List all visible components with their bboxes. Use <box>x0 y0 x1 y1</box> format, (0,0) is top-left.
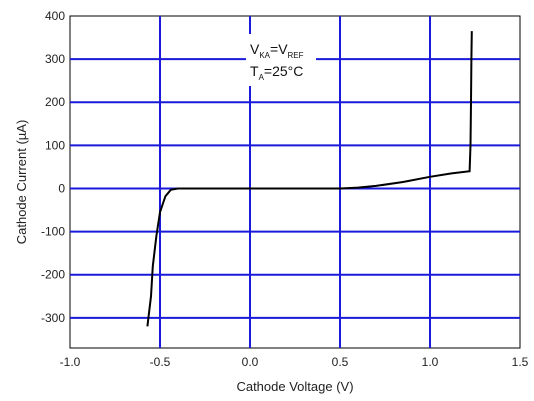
annotation-background <box>246 34 316 86</box>
y-tick-label: -300 <box>41 311 65 325</box>
annotation-line1: VKA=VREF <box>250 41 304 60</box>
y-tick-label: 0 <box>58 181 65 195</box>
y-axis-ticks: 400 300 200 100 0 -100 -200 -300 <box>41 9 65 325</box>
y-tick-label: 400 <box>45 9 65 23</box>
x-tick-label: 1.5 <box>512 355 529 369</box>
y-tick-label: -100 <box>41 225 65 239</box>
y-tick-label: 200 <box>45 95 65 109</box>
y-tick-label: 100 <box>45 138 65 152</box>
x-tick-label: 0.0 <box>242 355 259 369</box>
x-tick-label: -1.0 <box>60 355 81 369</box>
x-tick-label: 1.0 <box>422 355 439 369</box>
y-axis-label: Cathode Current (µA) <box>14 120 29 245</box>
x-tick-label: 0.5 <box>332 355 349 369</box>
x-tick-label: -0.5 <box>150 355 171 369</box>
series-line <box>146 31 473 327</box>
annotation-line2: TA=25°C <box>250 63 303 82</box>
x-axis-label: Cathode Voltage (V) <box>236 379 353 394</box>
y-tick-label: 300 <box>45 52 65 66</box>
x-axis-ticks: -1.0 -0.5 0.0 0.5 1.0 1.5 <box>60 355 529 369</box>
y-tick-label: -200 <box>41 268 65 282</box>
